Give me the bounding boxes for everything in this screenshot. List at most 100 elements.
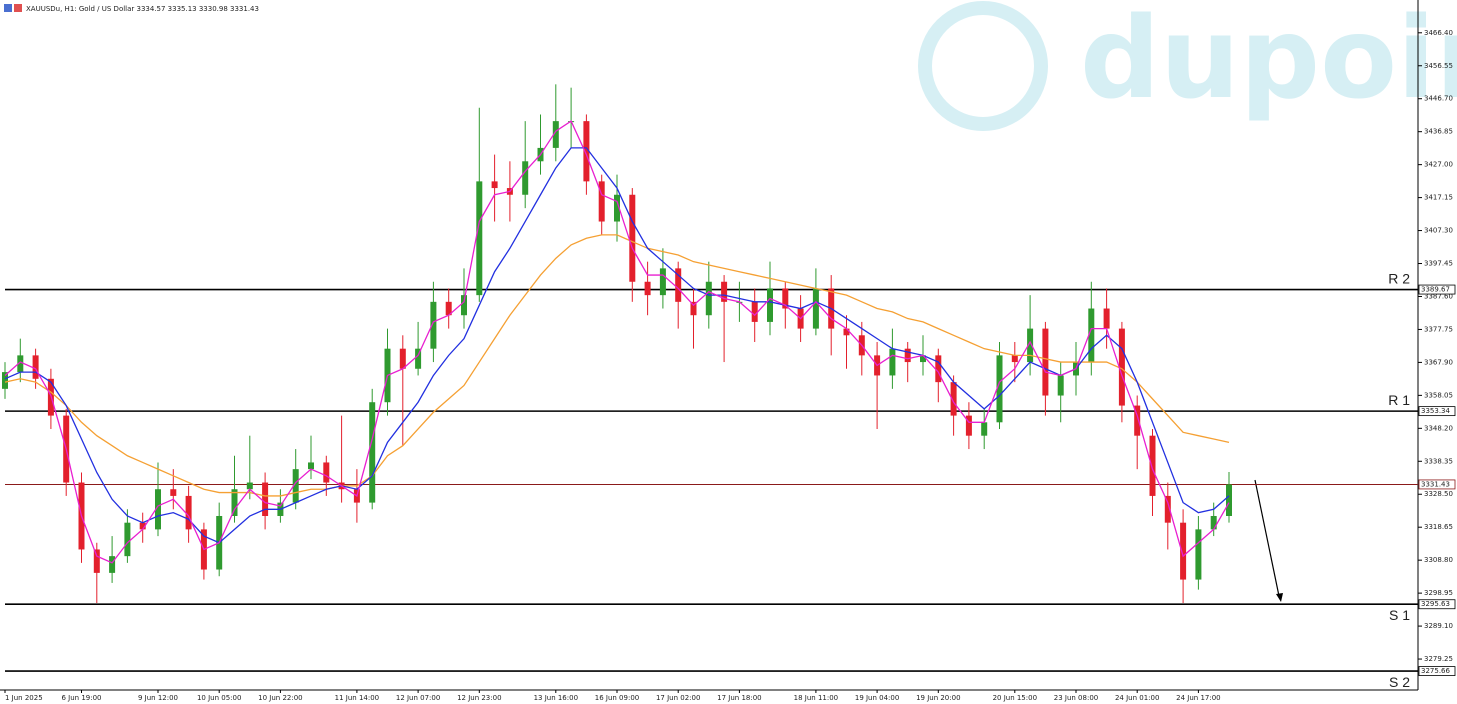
- candle-body: [996, 355, 1003, 423]
- level-name: R 2: [1388, 270, 1410, 286]
- y-tick-label: 3318.65: [1424, 523, 1453, 531]
- icon: [4, 4, 12, 12]
- y-tick-label: 3387.60: [1424, 292, 1453, 300]
- candle-body: [659, 268, 666, 296]
- candle-body: [1134, 405, 1141, 436]
- candle-body: [170, 489, 177, 496]
- candle-body: [308, 462, 314, 470]
- x-tick-label: 1 Jun 2025: [5, 694, 43, 702]
- price-box: [1418, 666, 1456, 676]
- price-label: 3353.34: [1421, 407, 1450, 415]
- y-tick-label: 3456.55: [1424, 62, 1453, 70]
- y-tick-label: 3436.85: [1424, 128, 1453, 136]
- y-tick-label: 3279.25: [1424, 655, 1453, 663]
- candle-body: [2, 372, 8, 389]
- candle-body: [598, 181, 605, 222]
- candle-body: [1149, 435, 1156, 496]
- candle-body: [124, 522, 131, 557]
- y-tick-label: 3446.70: [1424, 95, 1453, 103]
- candle-body: [1103, 308, 1110, 329]
- x-tick-label: 23 Jun 08:00: [1054, 694, 1098, 702]
- candle-body: [690, 301, 697, 316]
- candle-body: [644, 281, 651, 296]
- candle-body: [109, 556, 116, 573]
- price-box: [1418, 406, 1456, 417]
- candle-body: [323, 462, 330, 483]
- moving-average: [4, 234, 1230, 497]
- candle-body: [491, 181, 498, 189]
- y-tick-label: 3407.30: [1424, 227, 1453, 235]
- price-label: 3389.67: [1421, 286, 1450, 294]
- x-tick-label: 11 Jun 14:00: [335, 694, 379, 702]
- candle-body: [1164, 495, 1171, 523]
- candle-body: [1011, 355, 1018, 363]
- candle-body: [32, 355, 39, 379]
- price-label: 3331.43: [1421, 480, 1450, 488]
- candle-body: [445, 301, 452, 316]
- candle-body: [1210, 515, 1217, 530]
- y-tick-label: 3397.45: [1424, 260, 1453, 268]
- x-tick-label: 16 Jun 09:00: [595, 694, 639, 702]
- price-box: [1418, 599, 1456, 610]
- candle-body: [920, 355, 926, 363]
- watermark: dupoin: [1080, 0, 1457, 124]
- x-tick-label: 12 Jun 23:00: [457, 694, 501, 702]
- x-tick-label: 24 Jun 01:00: [1115, 694, 1159, 702]
- x-tick-label: 19 Jun 04:00: [855, 694, 899, 702]
- candle-body: [139, 522, 146, 530]
- moving-average: [4, 147, 1230, 544]
- y-tick-label: 3367.90: [1424, 358, 1453, 366]
- candle-body: [476, 181, 483, 296]
- icon: [14, 4, 22, 12]
- y-tick-label: 3338.35: [1424, 457, 1453, 465]
- x-tick-label: 6 Jun 19:00: [61, 694, 101, 702]
- candle-body: [782, 288, 789, 309]
- y-tick-label: 3298.95: [1424, 589, 1453, 597]
- y-tick-label: 3417.15: [1424, 194, 1453, 202]
- candle-body: [231, 489, 238, 516]
- level-name: S 2: [1389, 674, 1410, 690]
- level-name: R 1: [1388, 392, 1410, 408]
- candle-body: [93, 549, 100, 573]
- candle-body: [1180, 522, 1187, 580]
- y-tick-label: 3358.05: [1424, 391, 1453, 399]
- candle-body: [721, 281, 728, 302]
- candle-body: [889, 348, 896, 376]
- y-tick-label: 3308.80: [1424, 556, 1453, 564]
- candle-body: [552, 121, 559, 148]
- candle-body: [843, 328, 850, 336]
- x-tick-label: 20 Jun 15:00: [993, 694, 1037, 702]
- x-tick-label: 17 Jun 02:00: [656, 694, 700, 702]
- logo: [918, 1, 1048, 131]
- candle-body: [155, 489, 161, 530]
- x-tick-label: 10 Jun 05:00: [197, 694, 241, 702]
- candle-body: [812, 288, 819, 329]
- candle-body: [1118, 328, 1125, 406]
- y-tick-label: 3427.00: [1424, 161, 1453, 169]
- candle-body: [461, 295, 467, 316]
- candle-body: [583, 121, 590, 182]
- y-tick-label: 3466.40: [1424, 29, 1453, 37]
- level-name: S 1: [1389, 607, 1410, 623]
- candle-body: [522, 161, 529, 195]
- candle-body: [965, 415, 972, 436]
- candle-body: [705, 281, 712, 316]
- candle-body: [399, 348, 406, 369]
- candle-body: [185, 495, 192, 530]
- moving-average: [4, 120, 1230, 564]
- candle-body: [246, 482, 253, 490]
- candle-body: [1088, 308, 1095, 363]
- candle-body: [950, 382, 957, 416]
- y-tick-label: 3328.50: [1424, 490, 1453, 498]
- candle-body: [629, 194, 636, 282]
- x-tick-label: 19 Jun 20:00: [916, 694, 960, 702]
- x-tick-label: 18 Jun 11:00: [794, 694, 838, 702]
- y-tick-label: 3348.20: [1424, 424, 1453, 432]
- x-tick-label: 17 Jun 18:00: [717, 694, 761, 702]
- x-tick-label: 24 Jun 17:00: [1176, 694, 1220, 702]
- candle-body: [981, 422, 988, 436]
- x-tick-label: 13 Jun 16:00: [534, 694, 578, 702]
- candle-body: [751, 301, 758, 322]
- x-tick-label: 12 Jun 07:00: [396, 694, 440, 702]
